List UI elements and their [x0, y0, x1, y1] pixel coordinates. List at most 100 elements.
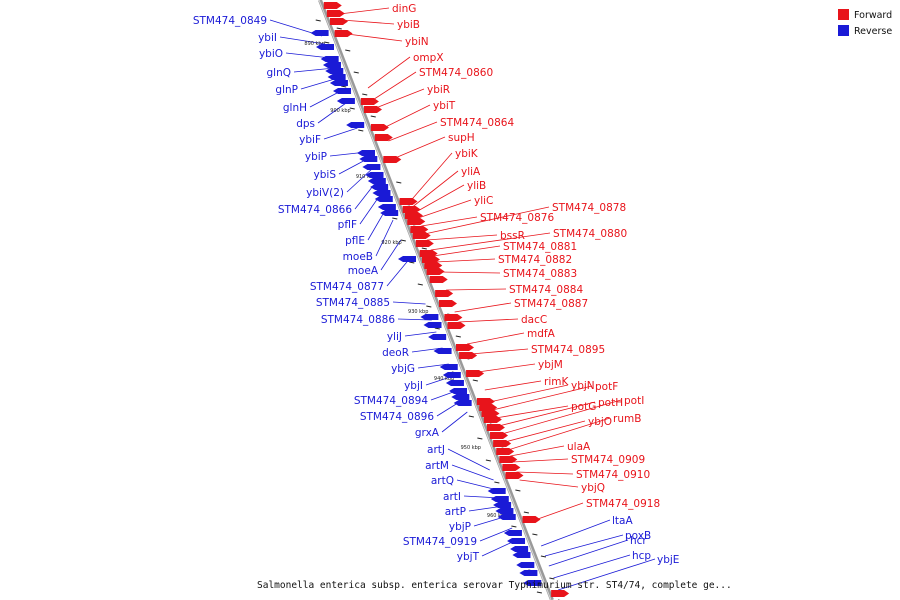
forward-gene: [412, 232, 431, 239]
feature-marker: [353, 71, 359, 74]
forward-gene: [502, 464, 521, 471]
reverse-gene: [490, 496, 509, 502]
reverse-gene: [374, 196, 393, 202]
reverse-gene: [453, 400, 472, 406]
legend: Forward Reverse: [838, 9, 892, 37]
gene-label-reverse: poxB: [625, 530, 651, 542]
feature-marker: [336, 27, 342, 30]
connector-forward: [413, 170, 459, 207]
gene-label-forward: bssR: [500, 230, 525, 242]
forward-gene: [323, 2, 342, 9]
feature-marker: [400, 239, 406, 242]
feature-marker: [370, 115, 376, 118]
feature-marker: [349, 107, 355, 110]
connector-reverse: [317, 101, 348, 124]
connector-reverse: [354, 179, 378, 210]
gene-label-reverse: STM474_0866: [278, 204, 352, 216]
axis-tick-label: 910 kbp: [356, 174, 376, 180]
connector-forward: [484, 380, 542, 391]
forward-gene: [459, 352, 478, 359]
feature-marker: [540, 555, 546, 558]
legend-reverse-label: Reverse: [854, 26, 892, 37]
reverse-gene: [372, 190, 391, 196]
connector-reverse: [417, 363, 449, 369]
connector-forward: [534, 502, 584, 521]
gene-label-forward: ybiK: [455, 148, 479, 160]
reverse-gene: [439, 364, 458, 370]
feature-marker: [532, 533, 538, 536]
reverse-gene: [370, 184, 389, 190]
gene-label-forward: STM474_0881: [503, 241, 577, 253]
connector-forward: [430, 232, 551, 251]
gene-label-forward: STM474_0883: [503, 268, 577, 280]
gene-label-reverse: ltaA: [612, 515, 633, 527]
forward-gene: [329, 18, 348, 25]
forward-gene: [456, 344, 475, 351]
gene-label-reverse: ybjE: [657, 554, 679, 566]
connector-forward: [512, 458, 569, 463]
reverse-gene: [320, 56, 339, 62]
reverse-gene: [503, 530, 522, 536]
forward-gene: [486, 424, 505, 431]
gene-label-forward: STM474_0878: [552, 202, 626, 214]
forward-gene: [476, 398, 495, 405]
gene-label-reverse: artJ: [427, 444, 445, 456]
connector-reverse: [548, 539, 629, 567]
reverse-gene: [487, 488, 506, 494]
map-title: Salmonella enterica subsp. enterica sero…: [257, 580, 732, 591]
connector-forward: [510, 445, 565, 457]
connector-forward: [383, 104, 431, 129]
forward-gene: [334, 30, 353, 37]
reverse-gene: [445, 380, 464, 386]
gene-label-reverse: moeB: [343, 251, 373, 263]
connector-reverse: [386, 259, 409, 287]
forward-gene: [404, 212, 423, 219]
gene-label-reverse: yliJ: [387, 331, 402, 343]
forward-gene: [493, 440, 512, 447]
gene-label-forward: ybjN: [571, 380, 595, 392]
connector-forward: [489, 384, 569, 403]
reverse-gene: [333, 88, 352, 94]
connector-reverse: [346, 167, 374, 193]
gene-label-reverse: pflE: [345, 235, 365, 247]
reverse-gene: [336, 98, 355, 104]
feature-marker: [417, 283, 423, 286]
gene-label-reverse: glnP: [275, 84, 298, 96]
forward-gene: [481, 410, 500, 417]
connector-reverse: [404, 331, 437, 337]
reverse-gene: [497, 514, 516, 520]
feature-marker: [421, 247, 427, 250]
feature-marker: [472, 379, 478, 382]
gene-label-reverse: STM474_0886: [321, 314, 395, 326]
gene-label-reverse: artQ: [431, 475, 454, 487]
reverse-gene: [423, 322, 442, 328]
reverse-gene: [519, 570, 538, 576]
reverse-gene: [510, 546, 529, 552]
forward-gene: [505, 472, 524, 479]
forward-gene: [522, 516, 541, 523]
gene-label-reverse: grxA: [415, 427, 440, 439]
reverse-gene: [523, 580, 542, 586]
gene-label-reverse: dps: [296, 118, 315, 130]
forward-gene: [370, 124, 389, 131]
connector-reverse: [540, 519, 611, 547]
gene-label-reverse: ybjP: [449, 521, 471, 533]
gene-label-reverse: artM: [425, 460, 449, 472]
gene-label-forward: STM474_0887: [514, 298, 588, 310]
gene-label-reverse: STM474_0894: [354, 395, 428, 407]
connector-forward: [339, 7, 390, 15]
forward-gene: [326, 10, 345, 17]
feature-marker: [494, 481, 500, 484]
axis-tick-label: 950 kbp: [461, 445, 481, 451]
forward-gene: [479, 404, 498, 411]
gene-label-forward: dinG: [392, 3, 416, 15]
gene-label-forward: STM474_0882: [498, 254, 572, 266]
feature-marker: [315, 19, 321, 22]
feature-marker: [396, 181, 402, 184]
connector-forward: [454, 302, 512, 313]
axis-tick-label: 920 kbp: [381, 240, 401, 246]
gene-label-reverse: artP: [445, 506, 466, 518]
gene-labels: dinG ybiB ybiN ompX STM474_0860 ybiR ybiT STM47…: [193, 3, 680, 566]
feature-marker: [345, 49, 351, 52]
